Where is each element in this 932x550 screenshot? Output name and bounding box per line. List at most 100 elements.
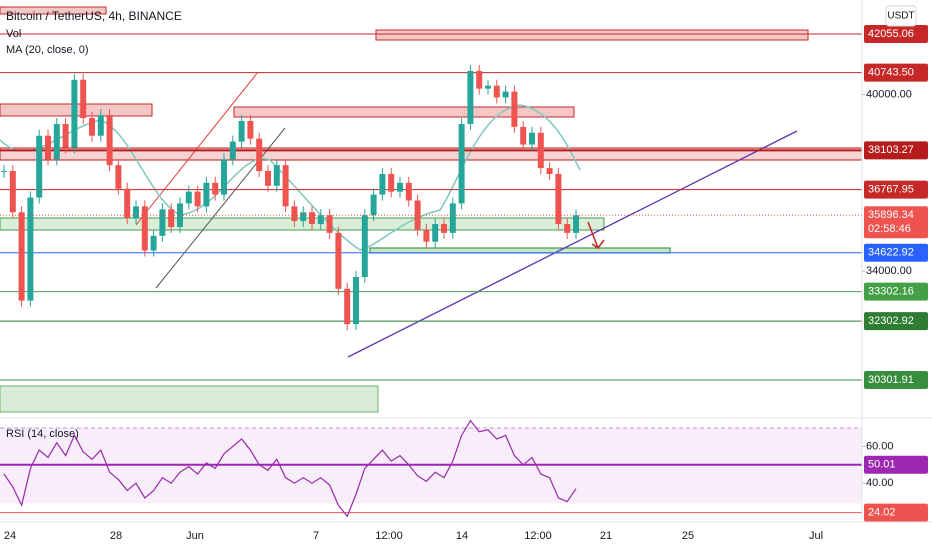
candle: [388, 173, 395, 192]
y-tick-label: 40.00: [866, 477, 894, 489]
candle: [9, 171, 16, 213]
level-label-bg: [864, 243, 928, 262]
rsi-level-label: 50.01: [868, 459, 896, 471]
y-tick-label: 60.00: [866, 440, 894, 452]
candle: [397, 182, 403, 192]
candle: [97, 115, 104, 136]
candle: [361, 215, 368, 278]
x-tick-label: Jul: [809, 530, 823, 542]
rsi-level-bg: [864, 455, 928, 474]
candle: [546, 168, 553, 174]
x-tick-label: 14: [456, 530, 468, 542]
candle: [326, 215, 333, 233]
last-price-bg: [864, 206, 928, 239]
candle: [203, 182, 210, 207]
zone: [233, 106, 575, 118]
candle: [80, 79, 87, 119]
candle: [273, 165, 280, 186]
level-label: 30301.91: [868, 374, 914, 386]
candle: [62, 123, 69, 148]
level-label: 40743.50: [868, 67, 914, 79]
candle: [221, 159, 227, 195]
candle: [458, 123, 465, 204]
level-label: 38103.27: [868, 144, 914, 156]
y-tick-label: 40000.00: [866, 88, 912, 100]
candle: [141, 206, 148, 251]
candle: [133, 206, 139, 219]
candle: [485, 85, 491, 89]
x-tick-label: 7: [313, 530, 319, 542]
candle: [511, 91, 518, 127]
candle: [115, 165, 122, 189]
candle: [265, 171, 271, 186]
candle: [441, 224, 447, 233]
candle: [106, 115, 113, 166]
candle: [309, 212, 315, 225]
level-label-bg: [864, 282, 928, 301]
x-tick-label: 25: [682, 530, 694, 542]
x-tick-label: 12:00: [375, 530, 403, 542]
candle: [150, 235, 157, 251]
candle: [45, 135, 51, 160]
candle: [564, 224, 571, 233]
level-label: 33302.16: [868, 286, 914, 298]
x-tick-label: 24: [4, 530, 16, 542]
level-label: 34622.92: [868, 247, 914, 259]
candle: [520, 126, 527, 145]
x-tick-label: 12:00: [524, 530, 552, 542]
y-tick-label: 34000.00: [866, 265, 912, 277]
level-label-bg: [864, 312, 928, 331]
x-tick-label: Jun: [186, 530, 204, 542]
level-label: 32302.92: [868, 315, 914, 327]
last-price-label: 35896.34: [868, 209, 914, 221]
candle: [1, 171, 7, 173]
candle: [36, 135, 43, 198]
candle: [432, 224, 439, 242]
rsi-line: [3, 419, 577, 518]
candle: [194, 191, 201, 207]
candle: [256, 138, 263, 172]
x-tick-label: 21: [600, 530, 612, 542]
candle: [423, 229, 430, 242]
candle: [159, 209, 166, 236]
candle: [476, 70, 483, 89]
candle: [53, 123, 60, 160]
rsi-label: RSI (14, close): [6, 428, 79, 440]
trend-line: [347, 130, 798, 358]
candle: [212, 182, 219, 195]
candle: [379, 173, 386, 195]
level-label: 42055.06: [868, 28, 914, 40]
candle: [344, 288, 351, 325]
zone: [0, 6, 107, 15]
candle: [529, 132, 535, 145]
candle: [124, 188, 131, 219]
ma-line: [0, 104, 581, 251]
candle: [573, 215, 579, 233]
candle: [493, 85, 500, 98]
symbol-title: Bitcoin / TetherUS, 4h, BINANCE: [6, 9, 182, 23]
candle: [27, 197, 34, 301]
vol-label: Vol: [6, 28, 21, 40]
ma-label: MA (20, close, 0): [6, 44, 89, 56]
chart-layer: 40000.00 34000.00 42055.06 40743.50 38103.27…: [0, 25, 928, 542]
currency-label: USDT: [887, 11, 914, 22]
candle: [467, 70, 474, 124]
channel-line: [135, 71, 259, 226]
zone: [0, 385, 379, 413]
candle: [291, 206, 298, 222]
candle: [229, 141, 236, 160]
candle: [168, 209, 175, 227]
candle: [449, 203, 456, 233]
currency-button[interactable]: [885, 5, 917, 27]
rsi-level-bg: [864, 503, 928, 522]
candle: [370, 194, 377, 216]
level-label-bg: [864, 180, 928, 199]
candle: [18, 212, 25, 301]
candle: [502, 91, 509, 98]
candle: [317, 215, 324, 225]
level-label: 36767.95: [868, 184, 914, 196]
countdown-label: 02:58:46: [868, 223, 911, 235]
